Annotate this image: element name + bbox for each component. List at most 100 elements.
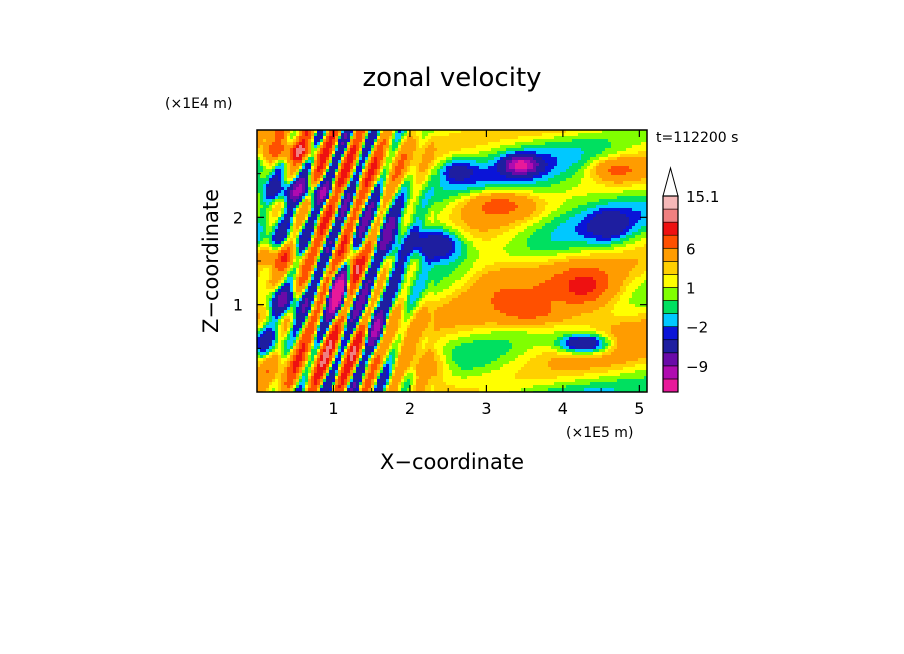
contour-cell (566, 199, 599, 202)
contour-cell (479, 166, 488, 169)
contour-cell (410, 229, 419, 232)
contour-cell (347, 316, 350, 319)
contour-cell (557, 160, 578, 163)
contour-cell (440, 175, 446, 178)
contour-cell (296, 286, 305, 289)
contour-cell (293, 310, 296, 313)
contour-cell (374, 172, 377, 175)
contour-cell (293, 361, 299, 364)
contour-cell (569, 259, 638, 262)
contour-cell (305, 328, 314, 331)
contour-cell (383, 373, 386, 376)
contour-cell (308, 358, 311, 361)
contour-cell (383, 256, 386, 259)
contour-cell (305, 166, 308, 169)
contour-cell (341, 160, 344, 163)
contour-cell (308, 289, 314, 292)
contour-cell (365, 160, 368, 163)
contour-cell (293, 265, 299, 268)
contour-cell (320, 217, 323, 220)
contour-cell (290, 289, 293, 292)
contour-cell (353, 256, 356, 259)
contour-cell (395, 151, 398, 154)
contour-cell (434, 325, 455, 328)
contour-cell (284, 208, 287, 211)
contour-cell (290, 181, 293, 184)
contour-cell (377, 172, 380, 175)
contour-cell (326, 136, 329, 139)
contour-cell (329, 256, 332, 259)
contour-cell (293, 190, 302, 193)
contour-cell (383, 313, 386, 316)
contour-cell (359, 142, 362, 145)
contour-cell (311, 208, 314, 211)
contour-cell (257, 271, 260, 274)
contour-cell (341, 292, 344, 295)
contour-cell (404, 214, 410, 217)
contour-cell (362, 271, 365, 274)
contour-cell (407, 325, 410, 328)
contour-cell (362, 214, 365, 217)
contour-cell (620, 238, 629, 241)
contour-cell (398, 175, 404, 178)
contour-cell (575, 226, 587, 229)
contour-cell (392, 364, 395, 367)
contour-cell (299, 310, 302, 313)
contour-cell (632, 232, 641, 235)
contour-cell (308, 154, 311, 157)
contour-cell (299, 166, 302, 169)
contour-cell (383, 148, 386, 151)
contour-cell (440, 358, 446, 361)
contour-cell (269, 307, 272, 310)
contour-cell (293, 385, 296, 388)
contour-cell (623, 283, 629, 286)
contour-cell (518, 205, 536, 208)
contour-cell (392, 298, 395, 301)
contour-cell (464, 220, 515, 223)
contour-cell (398, 139, 401, 142)
contour-cell (596, 328, 611, 331)
contour-cell (461, 277, 470, 280)
contour-cell (407, 292, 410, 295)
contour-cell (326, 205, 329, 208)
contour-cell (353, 169, 356, 172)
contour-cell (371, 364, 377, 367)
contour-cell (308, 142, 311, 145)
contour-cell (395, 226, 398, 229)
contour-cell (275, 313, 278, 316)
contour-cell (308, 283, 311, 286)
contour-cell (326, 187, 329, 190)
contour-cell (377, 385, 383, 388)
contour-cell (425, 196, 431, 199)
contour-cell (473, 241, 509, 244)
contour-cell (317, 328, 320, 331)
contour-cell (365, 166, 368, 169)
contour-cell (599, 307, 614, 310)
contour-cell (263, 325, 266, 328)
contour-cell (353, 316, 356, 319)
contour-cell (443, 349, 452, 352)
contour-cell (380, 340, 383, 343)
contour-cell (632, 280, 644, 283)
contour-cell (332, 322, 335, 325)
contour-cell (353, 178, 356, 181)
contour-cell (629, 283, 641, 286)
contour-cell (317, 133, 323, 136)
contour-cell (449, 202, 458, 205)
contour-cell (317, 157, 320, 160)
contour-cell (395, 337, 398, 340)
contour-cell (452, 247, 455, 250)
contour-cell (410, 193, 413, 196)
contour-cell (347, 289, 350, 292)
contour-cell (398, 151, 413, 154)
contour-cell (389, 247, 392, 250)
contour-cell (272, 295, 275, 298)
colorbar-top-arrow (662, 166, 679, 197)
contour-cell (377, 343, 380, 346)
contour-cell (272, 298, 275, 301)
contour-cell (293, 286, 296, 289)
contour-cell (260, 352, 266, 355)
contour-cell (368, 187, 371, 190)
contour-cell (365, 265, 368, 268)
contour-cell (263, 355, 266, 358)
